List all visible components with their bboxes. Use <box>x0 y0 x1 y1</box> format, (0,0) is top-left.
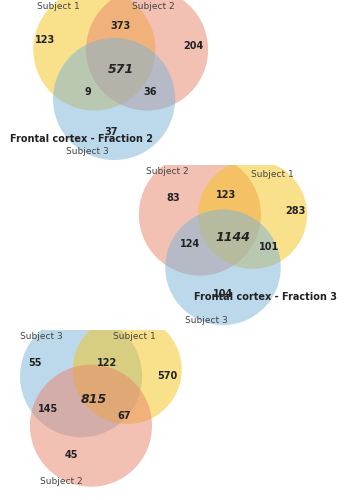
Text: 122: 122 <box>98 358 118 368</box>
Text: 145: 145 <box>38 404 58 414</box>
Text: Subject 3: Subject 3 <box>20 332 63 341</box>
Circle shape <box>53 38 175 160</box>
Text: 124: 124 <box>180 239 200 249</box>
Text: Subject 1: Subject 1 <box>251 170 294 179</box>
Circle shape <box>198 160 307 269</box>
Text: 570: 570 <box>157 371 177 381</box>
Text: Frontal cortex - Fraction 3: Frontal cortex - Fraction 3 <box>194 292 337 302</box>
Circle shape <box>86 0 208 110</box>
Text: Subject 2: Subject 2 <box>40 478 83 486</box>
Text: Subject 1: Subject 1 <box>112 332 155 341</box>
Text: 204: 204 <box>183 41 203 51</box>
Text: 815: 815 <box>81 393 108 406</box>
Text: Subject 2: Subject 2 <box>133 2 175 11</box>
Circle shape <box>20 315 142 437</box>
Text: 45: 45 <box>65 450 78 460</box>
Text: 67: 67 <box>117 411 131 421</box>
Text: 1144: 1144 <box>215 231 251 244</box>
Circle shape <box>73 315 182 424</box>
Text: 83: 83 <box>167 193 180 203</box>
Text: 571: 571 <box>108 63 134 76</box>
Text: 36: 36 <box>144 88 157 98</box>
Circle shape <box>30 364 152 487</box>
Circle shape <box>165 210 281 325</box>
Text: Frontal cortex - Fraction 2: Frontal cortex - Fraction 2 <box>10 134 153 143</box>
Text: Subject 2: Subject 2 <box>146 167 188 176</box>
Text: 101: 101 <box>259 242 279 252</box>
Circle shape <box>33 0 155 110</box>
Text: 123: 123 <box>216 190 236 200</box>
Text: Subject 1: Subject 1 <box>37 2 79 11</box>
Text: 104: 104 <box>213 288 233 298</box>
Text: Subject 3: Subject 3 <box>66 148 109 156</box>
Text: 9: 9 <box>84 88 91 98</box>
Circle shape <box>139 154 261 276</box>
Text: Subject 3: Subject 3 <box>185 316 228 324</box>
Text: 283: 283 <box>286 206 306 216</box>
Text: 123: 123 <box>35 34 55 44</box>
Text: 55: 55 <box>28 358 42 368</box>
Text: 373: 373 <box>111 22 131 32</box>
Text: 37: 37 <box>104 127 118 137</box>
